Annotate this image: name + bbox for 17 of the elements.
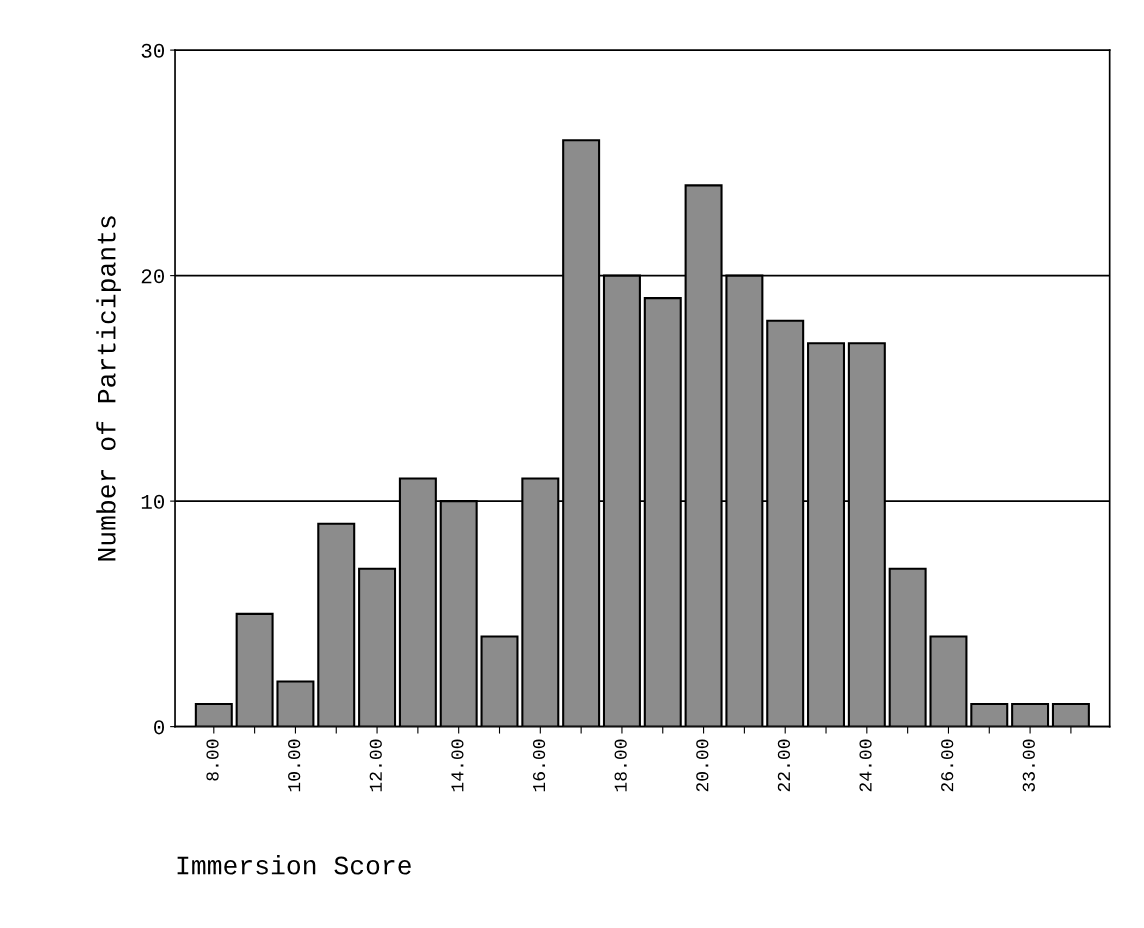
y-tick-label: 10 (141, 494, 165, 509)
x-tick-label: 22.00 (777, 739, 791, 792)
x-tick-label: 20.00 (696, 739, 709, 792)
y-tick-label: 30 (141, 43, 165, 58)
x-tick-label: 26.00 (941, 739, 954, 792)
x-tick-label: 10.00 (288, 739, 301, 792)
x-tick-label: 24.00 (859, 739, 872, 792)
y-axis-title: Number of Participants (96, 216, 121, 561)
x-tick-label: 8.00 (206, 739, 219, 781)
x-tick-label: 33.00 (1022, 739, 1035, 792)
x-tick-label: 18.00 (614, 739, 627, 792)
x-tick-label: 16.00 (532, 739, 546, 792)
x-axis-title: Immersion Score (177, 855, 411, 875)
x-tick-label: 12.00 (369, 739, 382, 792)
y-tick-label: 20 (141, 269, 165, 284)
y-tick-label: 0 (154, 720, 165, 735)
x-tick-label: 14.00 (451, 739, 464, 792)
